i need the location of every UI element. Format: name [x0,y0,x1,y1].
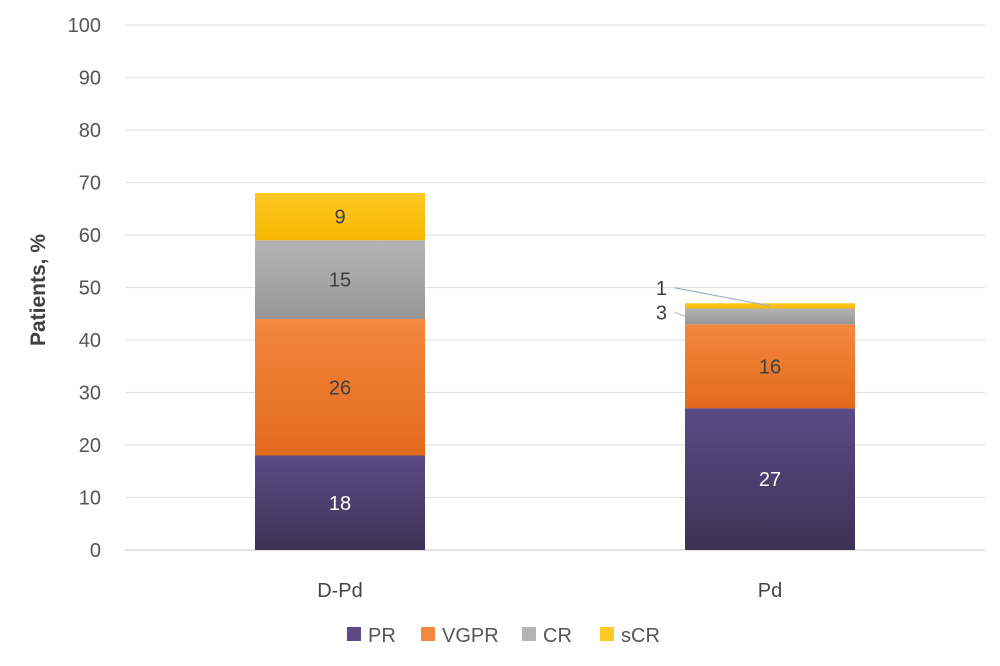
bar-vgpr-pd [685,324,855,409]
y-tick-label: 60 [79,225,101,247]
y-tick-label: 30 [79,383,101,405]
y-tick-label: 70 [79,173,101,195]
leader-line [674,287,771,307]
legend-label: sCR [621,625,660,647]
y-tick-label: 80 [79,120,101,142]
bar-pr-d-pd [255,455,425,550]
y-tick-label: 0 [90,540,101,562]
y-tick-label: 50 [79,278,101,300]
legend: PR VGPR CR sCR [347,625,660,647]
legend-swatch-scr [600,627,614,641]
data-label: 9 [334,207,345,229]
data-label: 16 [759,356,781,378]
bars [255,193,855,550]
bar-pr-pd [685,408,855,550]
legend-label: CR [543,625,572,647]
legend-label: PR [368,625,396,647]
y-tick-labels: 0 10 20 30 40 50 60 70 80 90 100 [68,15,101,562]
legend-label: VGPR [442,625,499,647]
y-axis-label: Patients, % [27,234,50,346]
y-tick-label: 90 [79,68,101,90]
y-tick-label: 100 [68,15,101,37]
data-label: 15 [329,270,351,292]
x-tick-labels: D-Pd Pd [317,580,782,602]
bar-vgpr-d-pd [255,319,425,456]
data-label: 27 [759,469,781,491]
leader-line [674,311,686,317]
bar-scr-d-pd [255,193,425,241]
bar-cr-d-pd [255,240,425,319]
legend-swatch-vgpr [421,627,435,641]
data-label: 3 [656,302,667,324]
gridlines [125,24,985,551]
data-label: 1 [656,278,667,300]
legend-swatch-pr [347,627,361,641]
x-tick-label: D-Pd [317,580,363,602]
y-tick-label: 10 [79,488,101,510]
y-tick-label: 20 [79,435,101,457]
data-labels: 18 26 15 9 27 16 31 [329,207,781,515]
x-tick-label: Pd [758,580,782,602]
y-tick-label: 40 [79,330,101,352]
bar-cr-pd [685,308,855,325]
legend-swatch-cr [522,627,536,641]
data-label: 26 [329,377,351,399]
data-label: 18 [329,493,351,515]
